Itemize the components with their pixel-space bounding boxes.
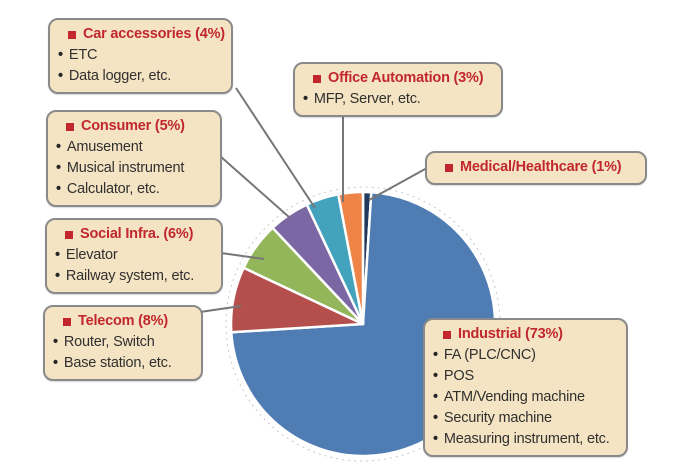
callout-header: Car accessories (4%) [68,24,225,45]
callout-item-text: Amusement [66,139,143,155]
callout-item: • MFP, Server, etc. [303,89,493,110]
bullet-dot-icon: • [56,139,61,155]
callout-item-text: FA (PLC/CNC) [443,347,536,363]
callout-item-text: ETC [68,47,98,63]
callout-telecom: Telecom (8%) • Router, Switch • Base statio… [43,305,203,381]
red-square-bullet-icon [66,122,74,131]
leader-line-car-accessories [235,87,316,209]
callout-item: • POS [433,366,618,387]
callout-item-list: • Amusement • Musical instrument • Calculator… [56,137,212,200]
callout-item-text: Measuring instrument, etc. [443,431,610,447]
callout-header: Social Infra. (6%) [65,224,213,245]
callout-header: Telecom (8%) [63,311,193,332]
callout-item: • Elevator [55,245,213,266]
callout-item: • Railway system, etc. [55,266,213,287]
callout-item: • Measuring instrument, etc. [433,429,618,450]
callout-industrial: Industrial (73%) • FA (PLC/CNC) • POS • ATM/V… [423,318,628,457]
red-square-bullet-icon [445,163,453,172]
bullet-dot-icon: • [433,347,438,363]
callout-item-list: • Elevator • Railway system, etc. [55,245,213,287]
bullet-dot-icon: • [433,410,438,426]
callout-item-list: • FA (PLC/CNC) • POS • ATM/Vending machine • Se… [433,345,618,450]
callout-consumer: Consumer (5%) • Amusement • Musical instrum… [46,110,222,207]
bullet-dot-icon: • [58,47,63,63]
callout-item: • ETC [58,45,223,66]
red-square-bullet-icon [65,230,73,239]
pie-slice-office-automation [337,190,365,326]
callout-item-text: Elevator [65,247,118,263]
callout-header: Industrial (73%) [443,324,618,345]
red-square-bullet-icon [68,30,76,39]
bullet-dot-icon: • [53,334,58,350]
callout-item-list: • ETC • Data logger, etc. [58,45,223,87]
callout-item-text: Musical instrument [66,160,185,176]
callout-item: • Data logger, etc. [58,66,223,87]
callout-item-text: Router, Switch [63,334,155,350]
callout-item-text: Calculator, etc. [66,181,160,197]
callout-item-text: Security machine [443,410,552,426]
callout-item: • Base station, etc. [53,353,193,374]
leader-line-social-infra [220,252,265,260]
callout-item-text: Data logger, etc. [68,68,172,84]
callout-header: Consumer (5%) [66,116,212,137]
callout-item-text: Railway system, etc. [65,268,195,284]
red-square-bullet-icon [313,74,321,83]
callout-title: Car accessories (4%) [83,26,225,42]
callout-car-accessories: Car accessories (4%) • ETC • Data logger, e… [48,18,233,94]
callout-header: Medical/Healthcare (1%) [445,157,637,178]
callout-item: • ATM/Vending machine [433,387,618,408]
callout-item-text: MFP, Server, etc. [313,91,421,107]
red-square-bullet-icon [63,317,71,326]
callout-header: Office Automation (3%) [313,68,493,89]
bullet-dot-icon: • [53,355,58,371]
callout-medical-healthcare: Medical/Healthcare (1%) [425,151,647,185]
callout-item-text: ATM/Vending machine [443,389,585,405]
callout-item: • FA (PLC/CNC) [433,345,618,366]
callout-item: • Musical instrument [56,158,212,179]
callout-title: Medical/Healthcare (1%) [460,159,622,175]
bullet-dot-icon: • [55,247,60,263]
bullet-dot-icon: • [433,368,438,384]
callout-title: Office Automation (3%) [328,70,484,86]
leader-line-consumer [219,155,290,218]
callout-item: • Router, Switch [53,332,193,353]
leader-line-medical-healthcare [368,167,428,201]
callout-title: Industrial (73%) [458,326,563,342]
callout-item-text: POS [443,368,474,384]
leader-lines [199,87,428,313]
callout-title: Telecom (8%) [78,313,168,329]
bullet-dot-icon: • [433,389,438,405]
bullet-dot-icon: • [56,160,61,176]
callout-item-list: • MFP, Server, etc. [303,89,493,110]
callout-title: Consumer (5%) [81,118,185,134]
bullet-dot-icon: • [58,68,63,84]
callout-item-list: • Router, Switch • Base station, etc. [53,332,193,374]
callout-title: Social Infra. (6%) [80,226,194,242]
callout-item-text: Base station, etc. [63,355,172,371]
leader-line-telecom [199,305,242,313]
callout-item: • Security machine [433,408,618,429]
callout-item: • Calculator, etc. [56,179,212,200]
red-square-bullet-icon [443,330,451,339]
bullet-dot-icon: • [303,91,308,107]
bullet-dot-icon: • [56,181,61,197]
bullet-dot-icon: • [55,268,60,284]
callout-office-automation: Office Automation (3%) • MFP, Server, etc… [293,62,503,117]
callout-item: • Amusement [56,137,212,158]
callout-social-infra: Social Infra. (6%) • Elevator • Railway sys… [45,218,223,294]
bullet-dot-icon: • [433,431,438,447]
